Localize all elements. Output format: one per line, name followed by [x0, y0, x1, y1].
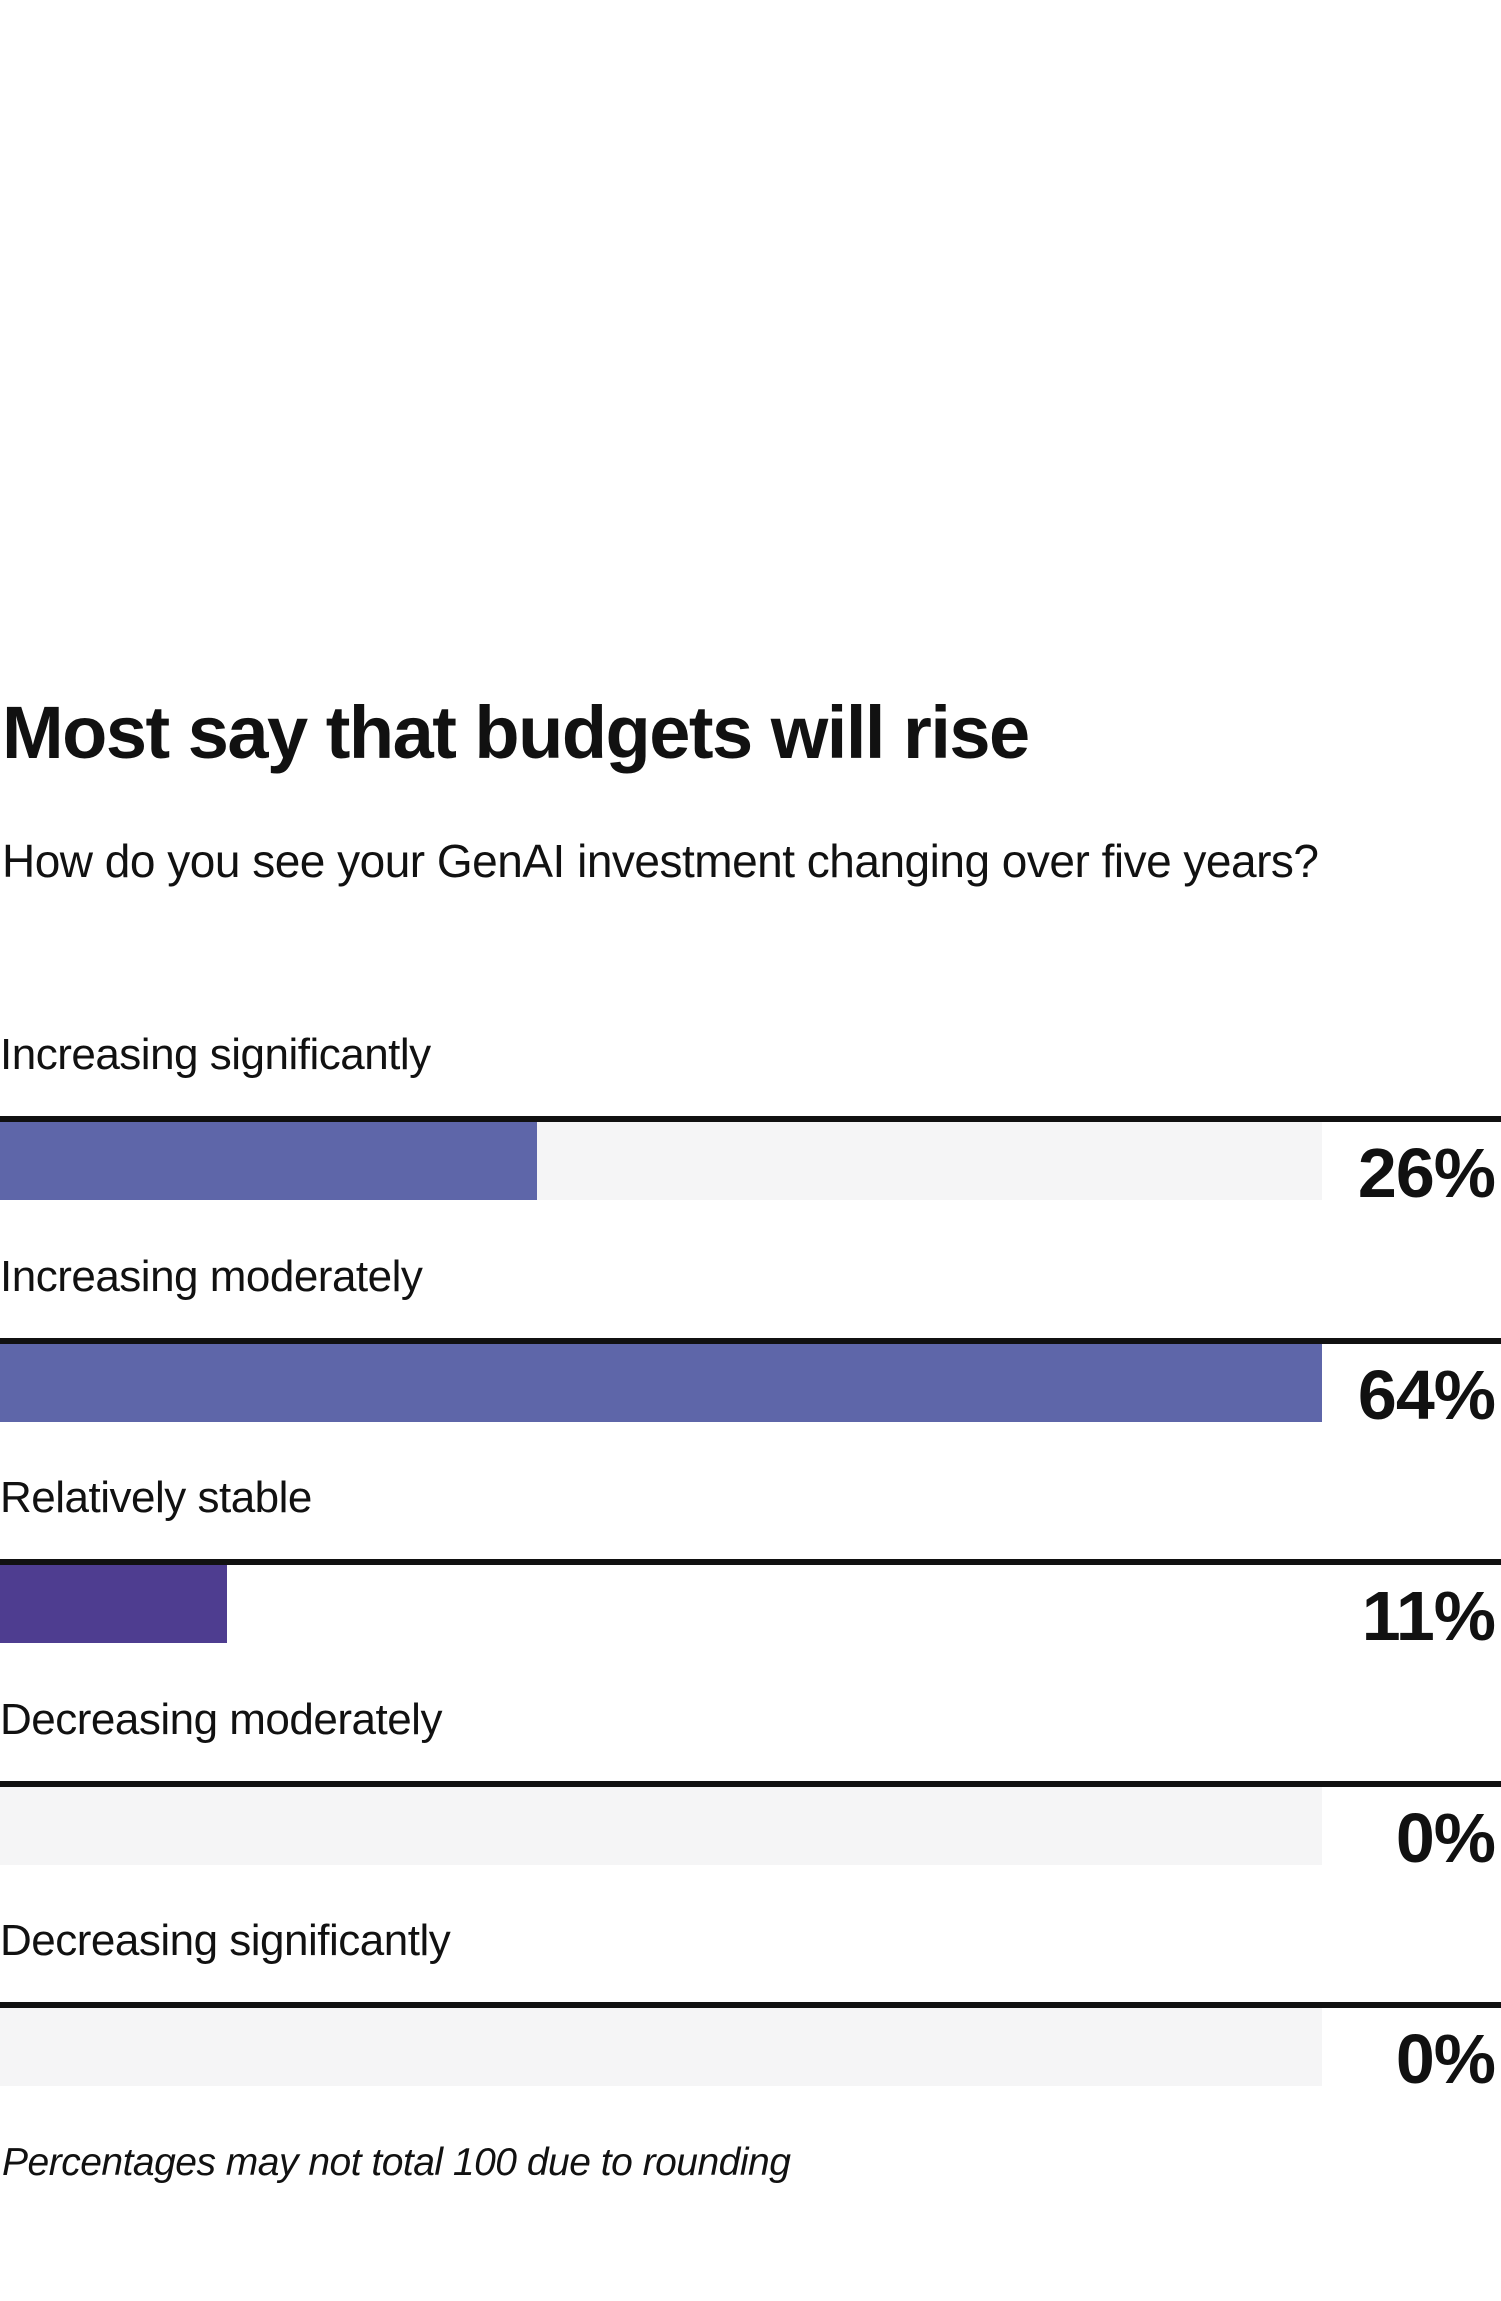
bar-row: Relatively stable 11%	[0, 1472, 1501, 1651]
bar-label: Decreasing significantly	[0, 1916, 451, 1965]
bar-value-label: 64%	[1357, 1355, 1496, 1434]
bar-fill	[0, 1121, 538, 1200]
bar-value-label: 11%	[1361, 1576, 1496, 1655]
bar-label: Relatively stable	[0, 1473, 312, 1522]
bar-track	[0, 2007, 1323, 2086]
bar-row: Increasing significantly 26%	[0, 1029, 1501, 1208]
bar-label: Increasing moderately	[0, 1252, 423, 1301]
row-rule: 64%	[0, 1337, 1501, 1430]
chart-footnote: Percentages may not total 100 due to rou…	[2, 2141, 791, 2184]
bar-value-label: 0%	[1395, 1798, 1496, 1877]
bar-fill	[0, 1343, 1323, 1422]
bar-value-label: 26%	[1357, 1133, 1496, 1212]
bar-row: Increasing moderately 64%	[0, 1251, 1501, 1430]
bar-track	[0, 1786, 1323, 1865]
chart-subtitle: How do you see your GenAI investment cha…	[2, 835, 1319, 887]
bar-fill	[0, 1564, 228, 1643]
bar-row: Decreasing significantly 0%	[0, 1915, 1501, 2094]
bar-track	[0, 1121, 1323, 1200]
row-rule: 11%	[0, 1558, 1501, 1651]
bar-label: Decreasing moderately	[0, 1695, 442, 1744]
chart-title: Most say that budgets will rise	[2, 691, 1030, 774]
row-rule: 0%	[0, 2001, 1501, 2094]
bar-track	[0, 1564, 1323, 1643]
bar-track	[0, 1343, 1323, 1422]
bar-value-label: 0%	[1395, 2019, 1496, 2098]
row-rule: 26%	[0, 1115, 1501, 1208]
bar-row: Decreasing moderately 0%	[0, 1694, 1501, 1873]
row-rule: 0%	[0, 1780, 1501, 1873]
bar-label: Increasing significantly	[0, 1030, 431, 1079]
